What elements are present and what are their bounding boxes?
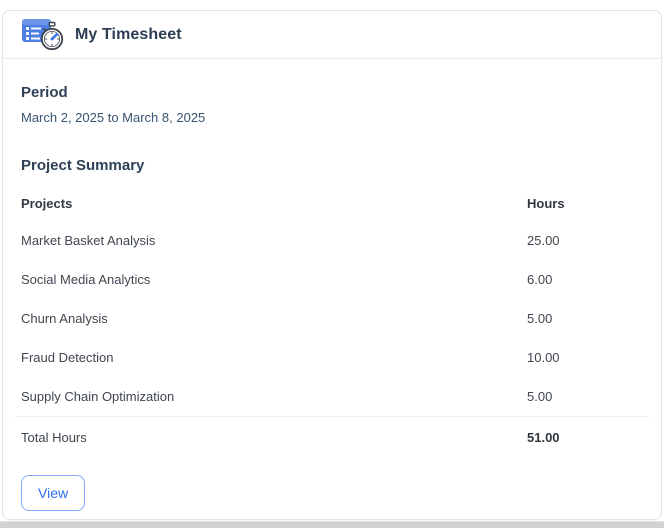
project-name: Fraud Detection (21, 350, 114, 365)
project-hours: 5.00 (527, 389, 553, 404)
project-summary-table: Projects Hours Market Basket Analysis 25… (15, 182, 649, 457)
card-header: My Timesheet (3, 11, 661, 59)
timesheet-stopwatch-icon (21, 16, 65, 54)
table-row: Supply Chain Optimization 5.00 (15, 377, 649, 417)
my-timesheet-card: My Timesheet Period March 2, 2025 to Mar… (2, 10, 662, 520)
period-heading: Period (21, 84, 68, 101)
view-button[interactable]: View (21, 475, 86, 512)
project-hours: 5.00 (527, 311, 553, 326)
table-row: Social Media Analytics 6.00 (15, 260, 649, 299)
card-actions: View (21, 475, 643, 512)
column-header-hours: Hours (527, 196, 565, 211)
project-name: Supply Chain Optimization (21, 389, 175, 404)
table-row: Churn Analysis 5.00 (15, 299, 649, 338)
project-name: Social Media Analytics (21, 272, 151, 287)
card-body: Period March 2, 2025 to March 8, 2025 Pr… (3, 84, 661, 512)
period-value: March 2, 2025 to March 8, 2025 (21, 110, 206, 125)
project-name: Market Basket Analysis (21, 233, 156, 248)
table-row: Fraud Detection 10.00 (15, 338, 649, 377)
page-title: My Timesheet (75, 25, 182, 43)
page-background-strip (0, 521, 664, 528)
table-header-row: Projects Hours (15, 182, 649, 221)
total-label: Total Hours (15, 416, 521, 457)
project-hours: 25.00 (527, 233, 560, 248)
total-hours-value: 51.00 (521, 416, 649, 457)
project-hours: 10.00 (527, 350, 560, 365)
column-header-projects: Projects (21, 196, 73, 211)
table-row: Market Basket Analysis 25.00 (15, 221, 649, 260)
total-row: Total Hours 51.00 (15, 416, 649, 457)
project-summary-heading: Project Summary (21, 157, 145, 174)
project-hours: 6.00 (527, 272, 553, 287)
project-name: Churn Analysis (21, 311, 108, 326)
